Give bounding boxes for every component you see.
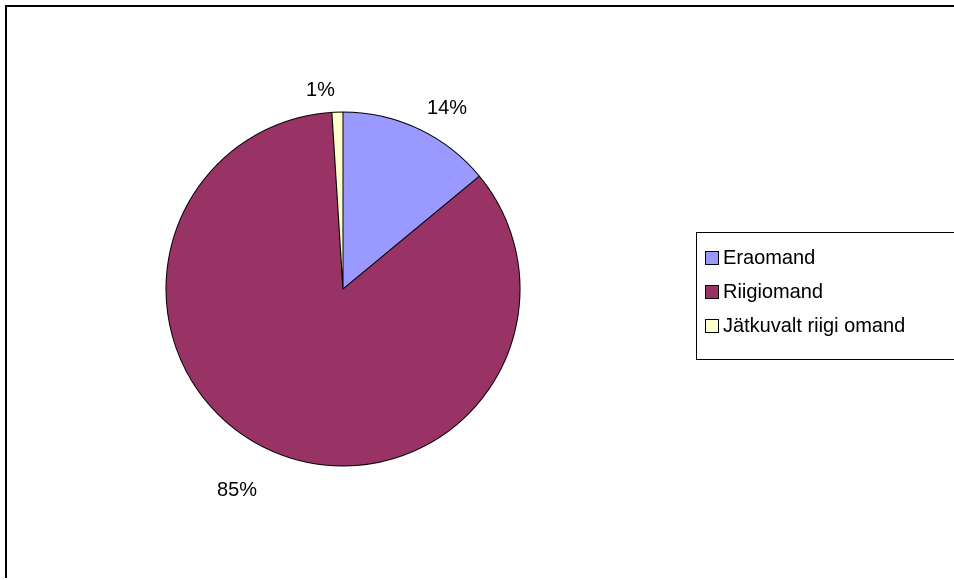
pie-slice-riigiomand bbox=[165, 111, 521, 467]
data-label-riigiomand: 85% bbox=[217, 479, 257, 501]
pie-labels: 14% 85% 1% bbox=[217, 79, 467, 501]
data-label-jatkuvalt-riigi-omand: 1% bbox=[306, 79, 335, 101]
data-label-eraomand: 14% bbox=[427, 97, 467, 119]
legend: Eraomand Riigiomand Jätkuvalt riigi oman… bbox=[696, 232, 954, 360]
legend-label-jatkuvalt-riigi-omand: Jätkuvalt riigi omand bbox=[723, 314, 906, 337]
pie-chart: 14% 85% 1% bbox=[165, 79, 521, 501]
legend-item-riigiomand: Riigiomand bbox=[705, 275, 954, 309]
legend-item-eraomand: Eraomand bbox=[705, 241, 954, 275]
legend-label-riigiomand: Riigiomand bbox=[723, 280, 824, 303]
legend-label-eraomand: Eraomand bbox=[723, 246, 816, 269]
legend-swatch-jatkuvalt-riigi-omand bbox=[705, 319, 719, 333]
pie-slice-eraomand bbox=[342, 111, 481, 291]
legend-item-jatkuvalt-riigi-omand: Jätkuvalt riigi omand bbox=[705, 309, 954, 343]
chart-area: 14% 85% 1% Eraomand Riigiomand Jätkuvalt r… bbox=[5, 5, 954, 578]
legend-swatch-riigiomand bbox=[705, 285, 719, 299]
pie-slices bbox=[165, 111, 521, 467]
legend-swatch-eraomand bbox=[705, 251, 719, 265]
pie-slice-jatkuvalt-riigi-omand bbox=[331, 111, 344, 290]
